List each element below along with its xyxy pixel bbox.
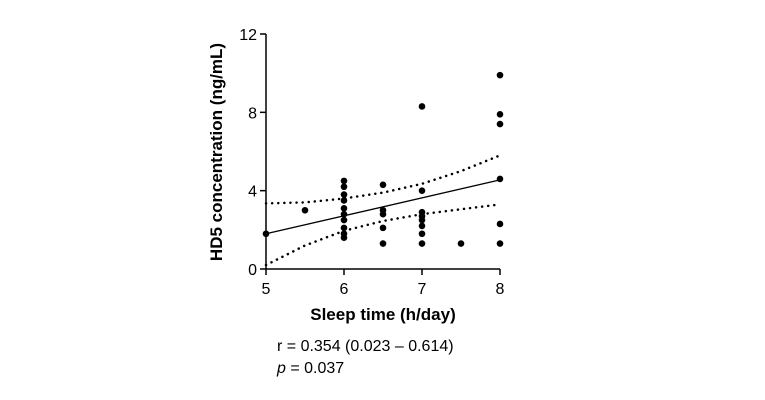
data-point	[418, 216, 426, 224]
data-point	[457, 240, 465, 247]
regression-line	[265, 179, 501, 235]
data-point	[418, 187, 426, 194]
data-point	[418, 240, 426, 247]
y-tick-label: 8	[248, 105, 257, 122]
x-tick-label: 8	[496, 281, 505, 298]
correlation-stats: r = 0.354 (0.023 – 0.614) p = 0.037	[277, 336, 454, 380]
data-point	[496, 175, 504, 183]
p-value: = 0.037	[285, 360, 345, 377]
data-point	[340, 204, 348, 212]
data-point	[379, 181, 387, 189]
x-axis-title: Sleep time (h/day)	[310, 305, 455, 324]
data-point	[379, 210, 387, 218]
data-point	[379, 224, 387, 232]
axes: 5 6 7 8 0 4 8 12	[239, 27, 504, 298]
y-axis-title: HD5 concentration (ng/mL)	[207, 43, 226, 261]
data-point	[340, 210, 348, 218]
data-point	[496, 220, 504, 228]
x-tick-label: 7	[418, 281, 427, 298]
data-point	[496, 120, 504, 128]
data-point	[418, 230, 426, 238]
data-point	[496, 240, 504, 247]
y-tick-label: 0	[248, 262, 257, 279]
data-point	[340, 183, 348, 191]
data-point	[379, 240, 387, 247]
data-point	[496, 71, 504, 79]
x-tick-label: 5	[262, 281, 271, 298]
r-value-line: r = 0.354 (0.023 – 0.614)	[277, 338, 454, 355]
y-tick-label: 12	[239, 27, 257, 44]
data-point	[340, 191, 348, 198]
p-symbol: p	[277, 360, 286, 377]
data-point	[418, 103, 426, 110]
data-point	[496, 110, 504, 118]
data-point	[301, 206, 309, 214]
plot-area	[262, 71, 504, 267]
y-tick-label: 4	[248, 184, 257, 201]
data-point	[340, 177, 348, 185]
data-point	[418, 222, 426, 230]
ci-lower-curve	[264, 203, 502, 267]
p-value-line: p = 0.037	[277, 358, 454, 380]
data-point	[340, 224, 348, 232]
data-point	[340, 234, 348, 241]
data-point	[340, 197, 348, 204]
x-tick-label: 6	[340, 281, 349, 298]
ci-upper-curve	[264, 154, 502, 205]
data-point	[340, 216, 348, 224]
